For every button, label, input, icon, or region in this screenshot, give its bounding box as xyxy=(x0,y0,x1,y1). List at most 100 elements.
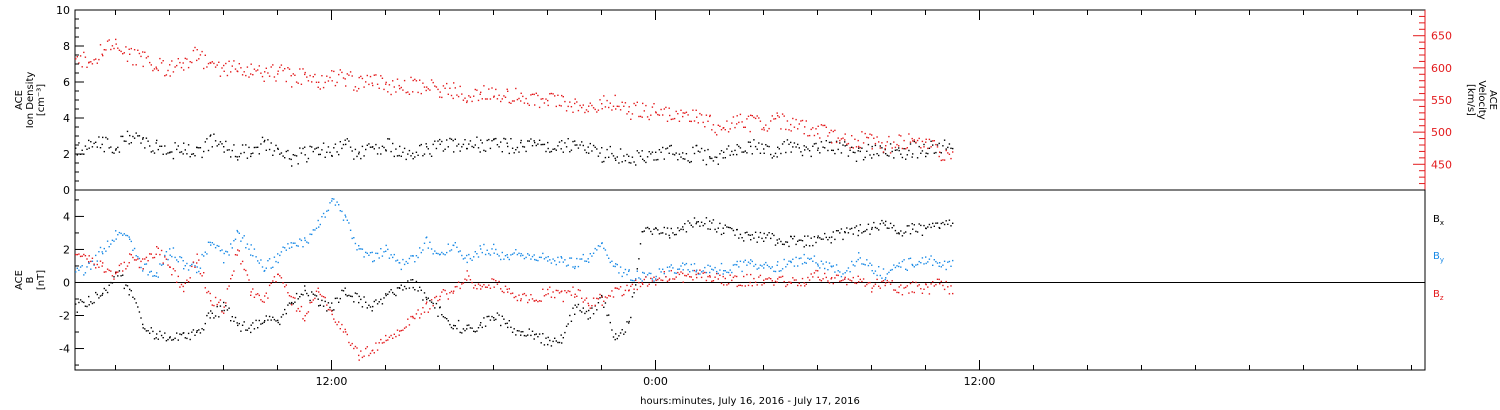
data-point xyxy=(623,333,625,335)
data-point xyxy=(633,280,635,282)
data-point xyxy=(574,144,576,146)
data-point xyxy=(510,138,512,140)
data-point xyxy=(901,147,904,150)
data-point xyxy=(153,256,156,259)
data-point xyxy=(412,255,414,257)
data-point xyxy=(621,329,623,331)
data-point xyxy=(206,138,208,140)
data-point xyxy=(736,275,738,278)
data-point xyxy=(682,281,684,283)
data-point xyxy=(678,273,681,276)
data-point xyxy=(338,321,340,323)
data-point xyxy=(345,216,347,218)
data-point xyxy=(344,78,346,80)
data-point xyxy=(138,266,141,269)
data-point xyxy=(429,89,431,91)
data-point xyxy=(596,111,598,113)
data-point xyxy=(329,309,331,311)
data-point xyxy=(738,145,740,148)
data-point xyxy=(576,144,578,146)
data-point xyxy=(531,330,534,332)
data-point xyxy=(530,94,532,96)
data-point xyxy=(909,143,912,145)
data-point xyxy=(128,143,130,145)
data-point xyxy=(491,278,493,280)
data-point xyxy=(311,233,313,236)
data-point xyxy=(265,267,267,269)
data-point xyxy=(945,149,947,152)
data-point xyxy=(353,158,355,160)
data-point xyxy=(147,330,149,332)
data-point xyxy=(682,262,684,264)
data-point xyxy=(209,317,211,319)
data-point xyxy=(531,298,534,300)
data-point xyxy=(130,290,132,292)
data-point xyxy=(751,260,753,263)
data-point xyxy=(771,280,773,282)
data-point xyxy=(547,336,549,339)
data-point xyxy=(273,276,276,278)
data-point xyxy=(778,116,780,118)
data-point xyxy=(753,265,755,267)
data-point xyxy=(655,227,657,230)
plasma-series-0 xyxy=(75,130,954,167)
data-point xyxy=(753,237,755,239)
data-point xyxy=(368,254,370,256)
data-point xyxy=(807,276,809,279)
data-point xyxy=(149,253,151,255)
data-point xyxy=(608,257,610,259)
data-point xyxy=(589,307,591,309)
data-point xyxy=(348,222,350,224)
data-point xyxy=(727,226,730,229)
data-point xyxy=(891,150,893,153)
data-point xyxy=(183,332,185,334)
data-point xyxy=(348,294,350,297)
data-point xyxy=(906,269,908,271)
data-point xyxy=(678,153,681,155)
data-point xyxy=(861,147,863,149)
data-point xyxy=(321,299,323,302)
data-point xyxy=(768,266,770,268)
data-point xyxy=(891,227,893,229)
data-point xyxy=(857,139,859,142)
data-point xyxy=(496,98,499,100)
data-point xyxy=(408,257,411,260)
data-point xyxy=(732,264,735,266)
data-point xyxy=(162,153,164,155)
data-point xyxy=(126,285,129,287)
data-point xyxy=(513,252,515,254)
data-point xyxy=(511,292,514,294)
data-point xyxy=(270,319,272,321)
data-point xyxy=(597,302,600,304)
data-point xyxy=(160,249,163,252)
data-point xyxy=(687,269,689,271)
data-point xyxy=(294,154,296,157)
data-point xyxy=(346,295,348,297)
data-point xyxy=(758,236,760,238)
data-point xyxy=(353,347,355,350)
data-point xyxy=(888,135,890,138)
data-point xyxy=(489,147,492,150)
data-point xyxy=(660,271,662,273)
data-point xyxy=(441,291,443,293)
data-point xyxy=(915,230,917,233)
data-point xyxy=(152,330,154,333)
data-point xyxy=(542,288,544,290)
data-point xyxy=(184,337,186,339)
data-point xyxy=(126,130,129,133)
data-point xyxy=(923,263,925,265)
data-point xyxy=(746,273,748,276)
data-point xyxy=(447,320,449,322)
data-point xyxy=(164,256,166,258)
data-point xyxy=(886,273,888,275)
data-point xyxy=(702,224,704,227)
data-point xyxy=(520,255,522,257)
data-point xyxy=(250,153,252,155)
data-point xyxy=(930,283,932,285)
data-point xyxy=(277,321,279,324)
data-point xyxy=(358,245,360,247)
data-point xyxy=(484,98,487,100)
data-point xyxy=(399,145,401,148)
data-point xyxy=(739,147,742,149)
data-point xyxy=(898,147,900,149)
